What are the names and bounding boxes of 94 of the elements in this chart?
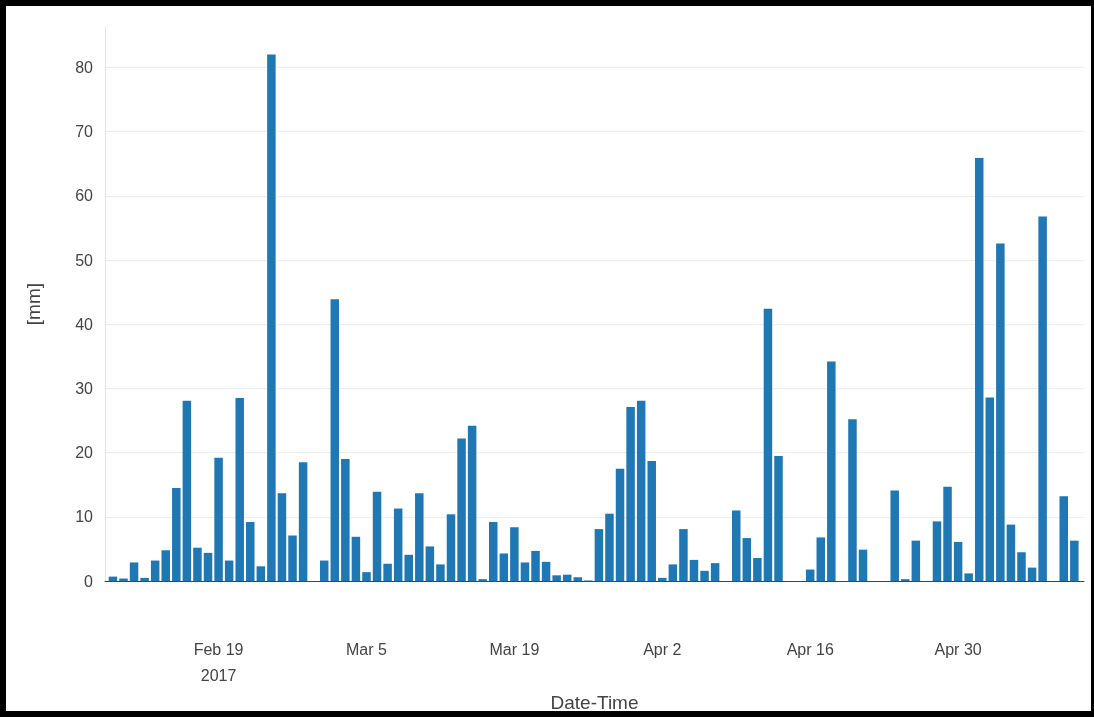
bar bbox=[140, 577, 149, 582]
x-tick-label: Apr 16 bbox=[786, 640, 834, 658]
bar bbox=[774, 455, 783, 582]
bar bbox=[932, 521, 942, 582]
bar bbox=[531, 550, 540, 582]
y-tick-label: 70 bbox=[75, 123, 94, 141]
bar bbox=[383, 563, 392, 582]
bar bbox=[499, 553, 509, 582]
bar bbox=[552, 575, 561, 582]
bar bbox=[288, 535, 297, 582]
bar bbox=[256, 566, 266, 582]
bar bbox=[943, 486, 952, 582]
x-tick-label: Mar 19 bbox=[489, 640, 540, 658]
bar bbox=[626, 407, 635, 582]
y-tick-label: 40 bbox=[75, 315, 94, 333]
bar bbox=[277, 493, 287, 582]
bar bbox=[341, 459, 350, 582]
bar bbox=[805, 569, 815, 582]
bar bbox=[1027, 567, 1037, 582]
bar bbox=[214, 457, 223, 582]
bar bbox=[742, 538, 752, 582]
bar bbox=[816, 537, 826, 582]
x-tick-label: Apr 2 bbox=[643, 640, 682, 658]
x-axis-title: Date-Time bbox=[550, 692, 639, 713]
bar bbox=[362, 572, 371, 582]
bar bbox=[404, 554, 413, 582]
bar bbox=[1059, 496, 1068, 582]
bar bbox=[753, 557, 762, 582]
bar bbox=[911, 540, 921, 582]
bar bbox=[974, 157, 984, 582]
bar bbox=[689, 559, 699, 582]
bar bbox=[520, 562, 530, 582]
y-tick-label: 50 bbox=[75, 251, 94, 269]
bar bbox=[224, 560, 234, 582]
bar bbox=[605, 513, 614, 582]
bar bbox=[827, 361, 836, 582]
bar bbox=[848, 419, 857, 582]
bar bbox=[330, 299, 340, 582]
bar bbox=[647, 461, 656, 582]
bar bbox=[129, 562, 139, 582]
bar bbox=[668, 564, 678, 582]
bar bbox=[615, 468, 625, 582]
bar bbox=[985, 397, 995, 582]
bar bbox=[436, 564, 445, 582]
bar bbox=[298, 462, 308, 582]
bar bbox=[594, 529, 604, 582]
y-tick-label: 0 bbox=[84, 572, 94, 590]
y-tick-label: 60 bbox=[75, 187, 94, 205]
bar bbox=[425, 546, 435, 582]
bar bbox=[710, 563, 720, 582]
y-axis-title: [mm] bbox=[23, 282, 44, 326]
y-tick-label: 80 bbox=[75, 58, 94, 76]
bar bbox=[150, 560, 160, 582]
bar bbox=[953, 541, 963, 582]
bar bbox=[858, 549, 868, 582]
bar bbox=[890, 490, 899, 582]
bar bbox=[372, 491, 382, 582]
bar bbox=[246, 522, 255, 582]
bar bbox=[658, 577, 667, 582]
bar bbox=[446, 514, 456, 582]
bar bbox=[161, 550, 170, 582]
bar bbox=[351, 536, 361, 582]
bar bbox=[457, 438, 466, 582]
y-tick-label: 10 bbox=[75, 508, 94, 526]
bar bbox=[203, 552, 213, 582]
bar bbox=[172, 488, 181, 582]
bar bbox=[319, 560, 329, 582]
x-tick-label: Apr 30 bbox=[934, 640, 982, 658]
bar bbox=[1070, 540, 1079, 582]
bar bbox=[964, 573, 973, 582]
bar bbox=[1017, 552, 1026, 582]
bar bbox=[763, 308, 773, 582]
bar bbox=[510, 527, 519, 582]
bar bbox=[415, 493, 424, 582]
bar bbox=[700, 570, 709, 582]
bar bbox=[1006, 524, 1016, 582]
bar bbox=[541, 561, 551, 582]
x-tick-label: Mar 5 bbox=[346, 640, 388, 658]
bar bbox=[393, 508, 403, 582]
bar bbox=[182, 400, 192, 582]
bar bbox=[996, 243, 1005, 582]
bar bbox=[636, 400, 646, 582]
bar bbox=[489, 522, 498, 582]
bar bbox=[467, 425, 477, 582]
bar bbox=[731, 510, 741, 582]
y-tick-label: 30 bbox=[75, 379, 94, 397]
bar bbox=[193, 547, 202, 582]
y-tick-label: 20 bbox=[75, 444, 94, 462]
bar bbox=[679, 529, 688, 582]
x-tick-label: Feb 19 2017 bbox=[193, 640, 244, 684]
bar bbox=[573, 577, 583, 582]
bar bbox=[235, 398, 244, 582]
bar bbox=[267, 54, 276, 582]
bar bbox=[1038, 216, 1047, 582]
